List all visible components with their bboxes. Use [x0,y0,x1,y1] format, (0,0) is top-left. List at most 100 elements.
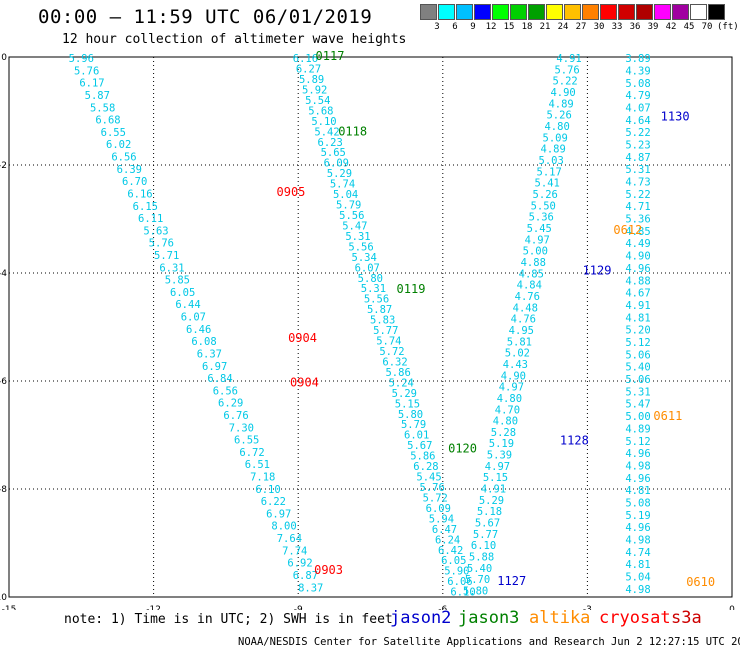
swh-value: 5.06 [625,374,650,386]
swh-value: 5.85 [165,275,190,287]
swh-value: 5.18 [477,506,502,518]
credit-line: NOAA/NESDIS Center for Satellite Applica… [238,636,740,648]
swh-value: 6.09 [426,503,451,515]
swh-value: 5.74 [376,336,401,348]
swh-value: 5.80 [398,409,423,421]
swh-value: 6.11 [138,213,163,225]
swh-value: 4.80 [544,121,569,133]
swh-value: 5.03 [539,155,564,167]
swh-value: 4.95 [509,325,534,337]
swh-value: 6.56 [111,152,136,164]
swh-value: 6.97 [266,508,291,520]
track-label: 0120 [448,442,477,456]
swh-value: 8.37 [298,582,323,594]
swh-value: 5.22 [552,76,577,88]
swh-value: 5.31 [625,386,650,398]
swh-value: 4.81 [625,485,650,497]
swh-value: 5.24 [389,377,414,389]
swh-value: 4.89 [625,423,650,435]
scale-label: 24 [557,22,569,32]
swh-value: 6.32 [382,356,407,368]
swh-value: 5.09 [543,132,568,144]
scale-label: 21 [539,22,551,32]
track-label: 1127 [497,574,526,588]
swh-value: 5.86 [385,367,410,379]
swh-value: 6.68 [95,115,120,127]
swh-value: 5.90 [444,566,469,578]
swh-value: 4.76 [511,314,536,326]
swh-value: 6.31 [159,262,184,274]
swh-value: 6.06 [447,576,472,588]
swh-value: 6.84 [207,373,232,385]
swh-value: 5.20 [625,325,650,337]
swh-value: 4.49 [625,238,650,250]
scale-cell [510,4,527,20]
scale-label: 45 [683,22,695,32]
swh-value: 5.40 [467,563,492,575]
swh-value: 6.08 [191,336,216,348]
swh-value: 5.22 [625,189,650,201]
legend-s3a: s3a [671,608,702,628]
swh-value: 5.54 [305,95,330,107]
swh-value: 4.73 [625,177,650,189]
swh-value: 5.81 [507,336,532,348]
track-label: 0117 [316,49,345,63]
swh-value: 6.55 [101,127,126,139]
swh-value: 6.56 [213,385,238,397]
swh-value: 5.15 [395,398,420,410]
swh-value: 6.10 [471,540,496,552]
track-label: 0119 [397,282,426,296]
track-label: 1129 [583,263,612,277]
scale-label: 39 [647,22,659,32]
swh-value: 5.77 [373,325,398,337]
chart-title: 00:00 – 11:59 UTC 06/01/2019 [38,6,373,28]
swh-value: 7.18 [250,472,275,484]
track-label: 0905 [277,185,306,199]
swh-value: 5.76 [74,65,99,77]
swh-value: 5.80 [358,273,383,285]
scale-cell [618,4,635,20]
y-tick-label: -10 [0,593,7,603]
scale-cell [636,4,653,20]
swh-value: 5.19 [625,510,650,522]
swh-value: 7.74 [282,545,307,557]
swh-value: 4.90 [501,370,526,382]
x-tick-label: -9 [294,605,303,610]
swh-value: 5.96 [69,53,94,65]
swh-value: 5.34 [352,252,377,264]
swh-value: 5.50 [531,200,556,212]
scale-cell [456,4,473,20]
swh-value: 4.91 [625,300,650,312]
swh-value: 4.64 [625,115,650,127]
swh-value: 5.72 [379,346,404,358]
swh-value: 5.76 [149,238,174,250]
swh-value: 6.55 [234,435,259,447]
swh-value: 5.67 [407,440,432,452]
scale-cell [708,4,725,20]
scale-cell [654,4,671,20]
swh-value: 6.46 [186,324,211,336]
x-tick-label: -3 [583,605,592,610]
swh-value: 5.56 [348,241,373,253]
swh-value: 5.74 [330,179,355,191]
swh-value: 5.29 [392,388,417,400]
swh-value: 4.07 [625,102,650,114]
y-tick-label: -6 [0,377,7,387]
swh-value: 4.98 [625,535,650,547]
scale-label: 36 [629,22,641,32]
track-label: 1130 [661,109,690,123]
swh-value: 4.81 [625,312,650,324]
swh-value: 6.29 [218,398,243,410]
track-label: 0610 [686,575,715,589]
swh-value: 5.26 [533,189,558,201]
swh-value: 5.79 [336,200,361,212]
swh-value: 5.76 [554,64,579,76]
scale-label: 33 [611,22,623,32]
swh-value: 5.12 [625,436,650,448]
swh-value: 5.72 [423,492,448,504]
swh-value: 4.39 [625,65,650,77]
swh-value: 4.67 [625,288,650,300]
track-label: 0903 [314,563,343,577]
swh-value: 5.15 [483,472,508,484]
legend-cryosat: cryosat [599,608,671,628]
